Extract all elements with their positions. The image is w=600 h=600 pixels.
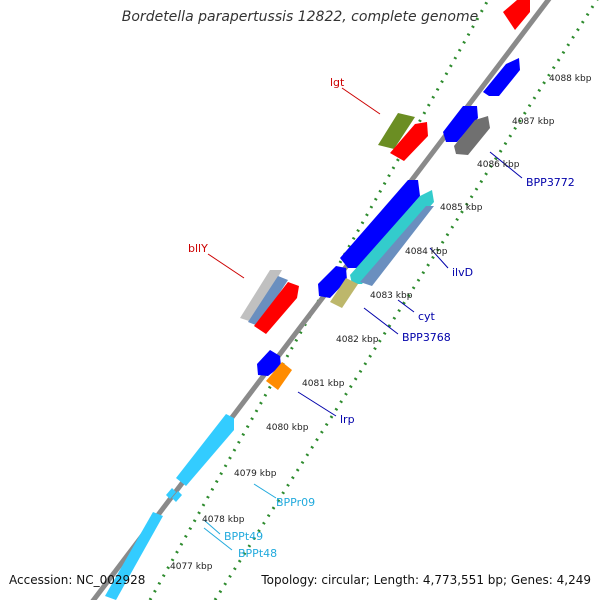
scale-label: 4080 kbp (266, 423, 309, 433)
gene-label-bpp3772: BPP3772 (526, 176, 575, 189)
leader-bpp3772 (489, 151, 523, 179)
gene-gray-blly (240, 270, 282, 322)
gene-olive-lgt (378, 113, 415, 149)
gene-label-bpp3768: BPP3768 (402, 331, 451, 344)
gene-red-top (503, 0, 530, 30)
leader-ilvD (429, 247, 449, 269)
gene-cyan-ilvD-b (360, 206, 434, 286)
gene-label-bppt49: BPPt49 (224, 530, 263, 543)
gene-label-lrp: lrp (340, 413, 355, 426)
map-title: Bordetella parapertussis 12822, complete… (121, 9, 479, 25)
leader-lrp (297, 391, 337, 417)
scale-label: 4088 kbp (549, 74, 592, 84)
gene-orange-lrp (266, 362, 292, 390)
scale-label: 4083 kbp (370, 291, 413, 301)
gene-label-ilvD: ilvD (452, 266, 473, 279)
gene-cyan-ilvD (350, 190, 434, 284)
scale-label: 4078 kbp (202, 515, 245, 525)
gene-blue-lrp (257, 350, 281, 376)
genome-backbone (90, 0, 552, 600)
scale-label: 4077 kbp (170, 562, 213, 572)
scale-label: 4079 kbp (234, 469, 277, 479)
scale-label: 4081 kbp (302, 379, 345, 389)
gene-red-lgt (390, 122, 428, 161)
scale-label: 4087 kbp (512, 117, 555, 127)
scale-label: 4084 kbp (405, 247, 448, 257)
leader-lgt (341, 87, 381, 115)
gene-blue-long (340, 180, 420, 268)
leader-blly (207, 253, 245, 279)
leader-bppt48 (203, 527, 233, 551)
gene-label-bppr09: BPPr09 (276, 496, 315, 509)
gene-label-lgt: lgt (330, 76, 345, 89)
leader-bppr09 (253, 483, 277, 499)
gene-trna-49 (166, 488, 176, 499)
gene-red-blly (254, 282, 299, 334)
gene-trna-48 (172, 491, 182, 502)
leader-bpp3768 (363, 307, 399, 335)
scale-label: 4086 kbp (477, 160, 520, 170)
gene-khaki-bpp3768 (330, 278, 358, 308)
gene-blue-1 (483, 58, 520, 96)
leader-cyt (397, 299, 415, 313)
scale-label: 4085 kbp (440, 203, 483, 213)
accession-text: Accession: NC_002928 (9, 573, 146, 587)
scale-label: 4082 kbp (336, 335, 379, 345)
gene-cyan-bottom (105, 512, 163, 600)
gene-label-bppt48: BPPt48 (238, 547, 277, 560)
leader-bppt49 (203, 519, 221, 535)
gene-blue-2 (443, 106, 478, 142)
topology-text: Topology: circular; Length: 4,773,551 bp… (261, 573, 591, 587)
gene-blue-cyt (318, 266, 347, 298)
gene-steel-blly (248, 276, 288, 326)
gene-label-cyt: cyt (418, 310, 436, 323)
gene-gray-bpp3772 (454, 116, 490, 155)
gene-cyan-long (176, 414, 234, 486)
gene-label-blly: bllY (188, 242, 208, 255)
